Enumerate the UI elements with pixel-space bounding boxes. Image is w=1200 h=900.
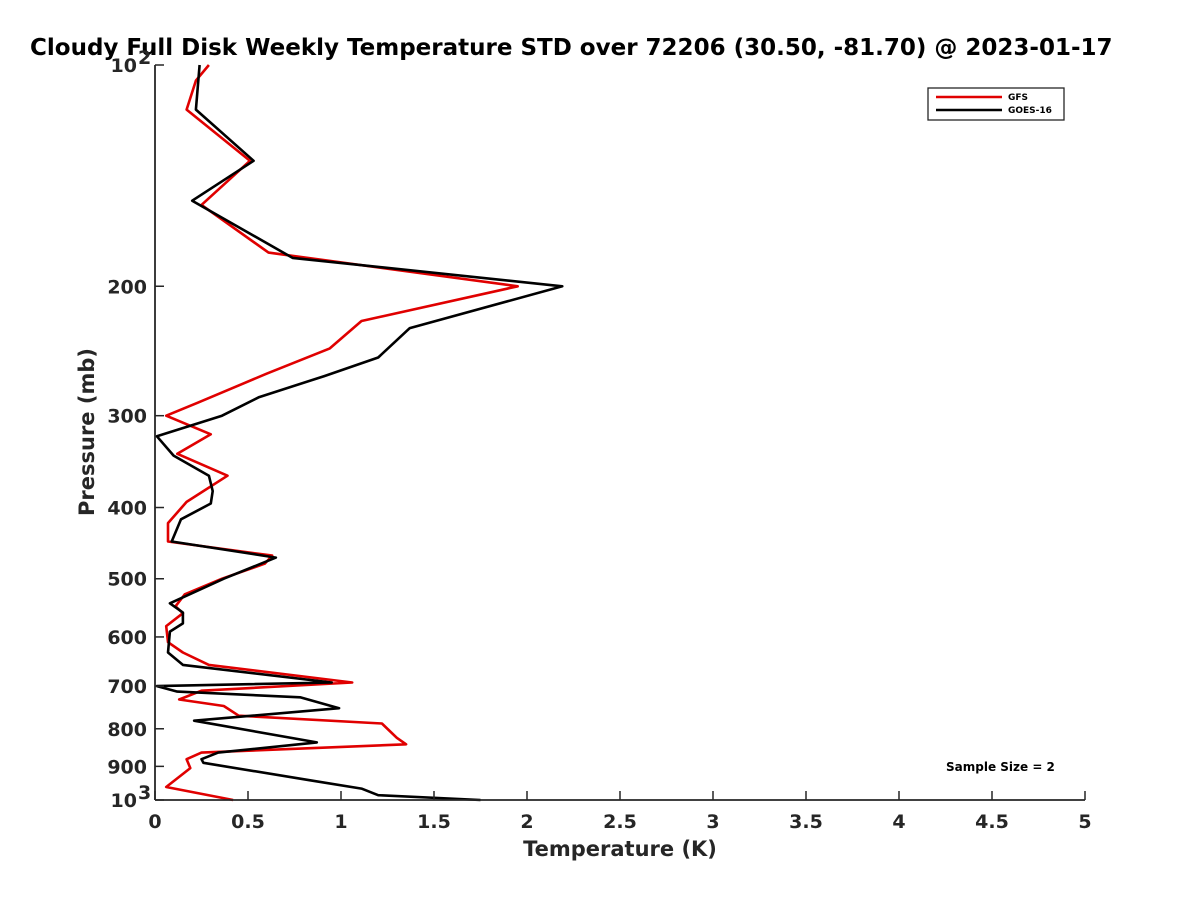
- x-tick-label: 0: [148, 811, 161, 833]
- y-tick-label: 800: [107, 719, 147, 741]
- x-tick-label: 3: [706, 811, 719, 833]
- y-tick-label: 10: [111, 55, 137, 77]
- x-ticks: 0 0.5 1 1.5 2 2.5 3 3.5 4 4.5 5: [148, 791, 1092, 833]
- y-tick-label: 300: [107, 406, 147, 428]
- legend-box: [927, 87, 1065, 121]
- series-layer: [155, 64, 564, 802]
- x-tick-label: 2.5: [603, 811, 637, 833]
- y-tick-label: 200: [107, 276, 147, 298]
- x-tick-label: 1.5: [417, 811, 451, 833]
- legend: GFS GOES-16: [927, 87, 1065, 121]
- sample-size-annotation: Sample Size = 2: [946, 760, 1055, 774]
- chart-title: Cloudy Full Disk Weekly Temperature STD …: [30, 35, 1113, 61]
- y-tick-label: 700: [107, 676, 147, 698]
- y-tick-label-exponent: 2: [138, 47, 151, 69]
- legend-label-gfs: GFS: [1008, 93, 1028, 103]
- y-tick-label: 400: [107, 498, 147, 520]
- y-tick-label: 500: [107, 569, 147, 591]
- y-tick-label-exponent: 3: [138, 782, 151, 804]
- x-axis-label: Temperature (K): [523, 837, 717, 861]
- x-tick-label: 4.5: [975, 811, 1009, 833]
- y-tick-label: 600: [107, 627, 147, 649]
- x-tick-label: 3.5: [789, 811, 823, 833]
- y-tick-label: 10: [111, 790, 137, 812]
- y-tick-label: 900: [107, 756, 147, 778]
- legend-label-goes16: GOES-16: [1008, 106, 1052, 116]
- x-tick-label: 4: [892, 811, 905, 833]
- x-tick-label: 5: [1078, 811, 1091, 833]
- x-tick-label: 2: [520, 811, 533, 833]
- y-axis-label: Pressure (mb): [75, 348, 99, 516]
- x-tick-label: 0.5: [231, 811, 265, 833]
- series-line-goes16: [155, 64, 564, 802]
- x-tick-label: 1: [334, 811, 347, 833]
